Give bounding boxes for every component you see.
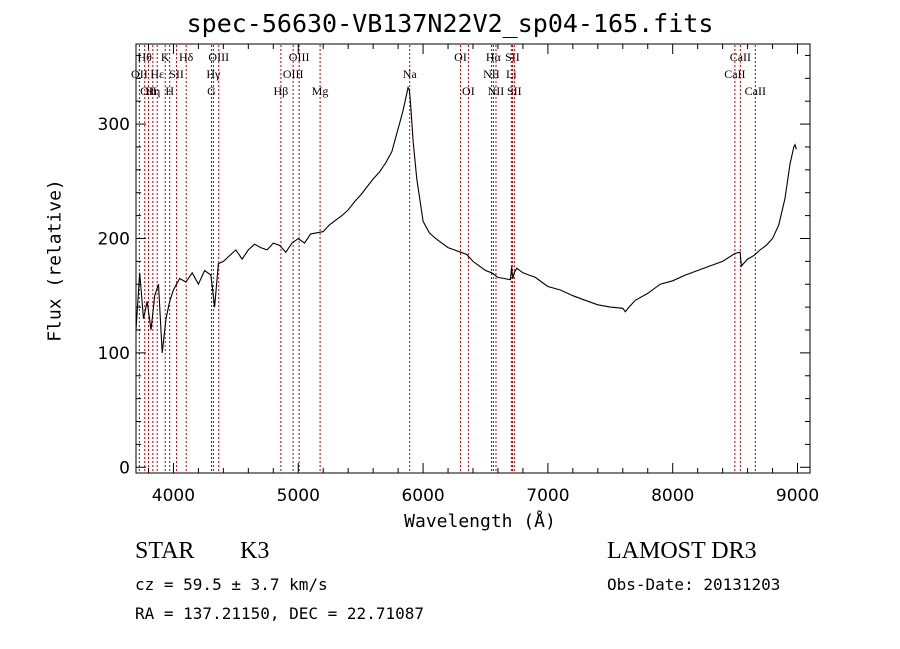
line-marker-label: OI bbox=[454, 50, 467, 64]
line-marker-label: Hβ bbox=[274, 84, 289, 98]
line-marker-label: Hε bbox=[150, 67, 164, 81]
plot-frame bbox=[135, 43, 811, 474]
x-axis-label: Wavelength (Å) bbox=[404, 511, 556, 532]
line-marker-label: OII bbox=[131, 67, 148, 81]
line-marker-label: G bbox=[207, 84, 216, 98]
line-marker-label: OIII bbox=[283, 67, 304, 81]
observation-date: Obs-Date: 20131203 bbox=[607, 575, 781, 594]
line-marker-label: CaII bbox=[745, 84, 766, 98]
x-tick-label: 9000 bbox=[776, 486, 819, 506]
line-marker-label: Na bbox=[403, 67, 418, 81]
line-marker-label: NII bbox=[483, 67, 500, 81]
x-tick-label: 7000 bbox=[526, 486, 569, 506]
line-marker-label: SII bbox=[505, 50, 520, 64]
y-tick-label: 200 bbox=[98, 229, 130, 249]
line-marker-label: Hθ bbox=[138, 50, 153, 64]
line-marker-label: SII bbox=[169, 67, 184, 81]
line-marker-label: Hγ bbox=[206, 67, 221, 81]
line-marker-label: OIII bbox=[289, 50, 310, 64]
line-marker-label: K bbox=[161, 50, 170, 64]
spectrum-series bbox=[135, 85, 797, 353]
line-marker-label: CaII bbox=[730, 50, 751, 64]
line-marker-label: Hδ bbox=[179, 50, 194, 64]
x-tick-label: 6000 bbox=[401, 486, 444, 506]
line-marker-label: H bbox=[165, 84, 174, 98]
survey-name: LAMOST DR3 bbox=[607, 538, 757, 564]
line-marker-label: CaII bbox=[724, 67, 745, 81]
line-marker-label: NII bbox=[488, 84, 505, 98]
y-tick-label: 300 bbox=[98, 115, 130, 135]
object-class: STAR bbox=[135, 538, 195, 564]
line-marker-label: OIII bbox=[208, 50, 229, 64]
x-tick-label: 4000 bbox=[152, 486, 195, 506]
redshift-velocity: cz = 59.5 ± 3.7 km/s bbox=[135, 575, 328, 594]
y-tick-label: 0 bbox=[119, 458, 130, 478]
line-marker-label: Li bbox=[506, 67, 517, 81]
object-subclass: K3 bbox=[240, 538, 270, 564]
x-tick-label: 8000 bbox=[651, 486, 694, 506]
line-marker-label: Mg bbox=[312, 84, 329, 98]
coordinates: RA = 137.21150, DEC = 22.71087 bbox=[135, 604, 424, 623]
line-marker-label: Hη bbox=[145, 84, 160, 98]
line-marker-label: Hα bbox=[486, 50, 502, 64]
x-tick-label: 5000 bbox=[277, 486, 320, 506]
line-marker-label: OI bbox=[462, 84, 475, 98]
y-tick-label: 100 bbox=[98, 344, 130, 364]
chart-title: spec-56630-VB137N22V2_sp04-165.fits bbox=[186, 9, 714, 38]
line-marker-label: SII bbox=[507, 84, 522, 98]
